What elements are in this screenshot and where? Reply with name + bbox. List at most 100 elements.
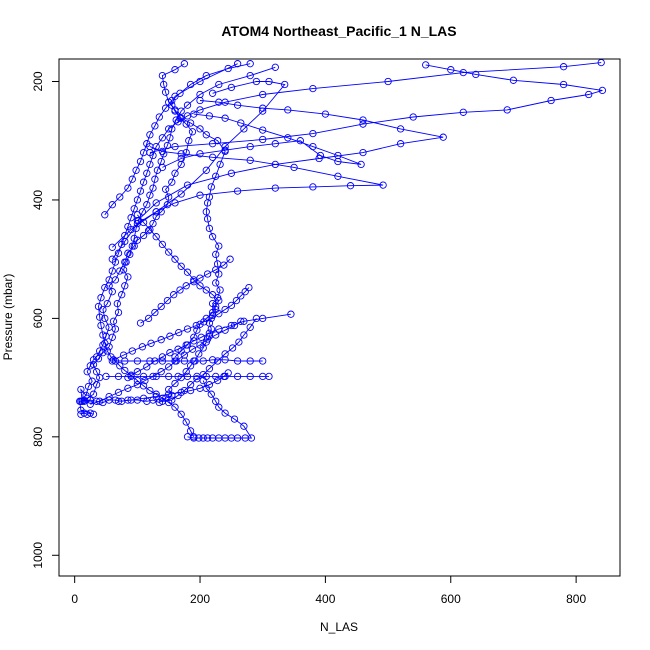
data-point <box>207 314 215 323</box>
data-point <box>99 349 107 357</box>
data-point <box>105 392 113 401</box>
data-point <box>212 250 220 259</box>
x-tick-label: 400 <box>315 592 335 606</box>
data-point <box>447 66 455 74</box>
data-point <box>186 427 195 435</box>
data-point <box>171 142 179 151</box>
data-point <box>547 96 555 105</box>
data-point <box>183 325 192 333</box>
series-line <box>113 287 250 361</box>
data-point <box>296 137 304 145</box>
data-point <box>240 422 248 430</box>
data-point <box>124 384 132 392</box>
data-point <box>233 434 242 442</box>
data-point <box>559 63 568 71</box>
data-point <box>212 266 220 274</box>
data-point <box>77 397 85 405</box>
data-point <box>165 390 173 398</box>
data-point <box>185 137 193 145</box>
data-point <box>199 434 207 442</box>
data-point <box>190 433 198 441</box>
data-point <box>226 255 234 263</box>
data-point <box>152 233 160 241</box>
data-point <box>136 187 145 195</box>
data-point <box>216 286 224 294</box>
data-point <box>133 196 142 204</box>
data-point <box>359 120 367 128</box>
data-point <box>186 386 195 395</box>
data-point <box>133 368 142 376</box>
data-point <box>220 261 228 269</box>
data-point <box>259 90 267 99</box>
series-line <box>149 64 603 154</box>
data-point <box>203 270 212 278</box>
data-point <box>290 163 298 172</box>
data-point <box>165 193 173 201</box>
series-line <box>118 372 229 402</box>
data-point <box>168 96 176 105</box>
data-point <box>121 237 129 246</box>
y-tick-label: 1000 <box>31 542 45 569</box>
y-tick-label: 200 <box>31 71 45 91</box>
data-point <box>149 219 157 228</box>
data-point <box>94 355 103 363</box>
data-point <box>165 248 173 256</box>
data-point <box>168 396 176 404</box>
data-point <box>216 160 224 169</box>
data-point <box>212 372 220 381</box>
data-point <box>152 390 160 398</box>
data-point <box>163 296 172 305</box>
data-point <box>180 357 189 365</box>
data-point <box>271 140 279 148</box>
data-point <box>227 169 236 177</box>
data-point <box>215 242 223 250</box>
data-point <box>192 321 200 330</box>
data-point <box>503 106 511 114</box>
data-point <box>138 343 147 351</box>
data-point <box>237 317 245 325</box>
data-point <box>196 150 204 158</box>
data-point <box>220 372 228 381</box>
data-point <box>246 323 254 331</box>
data-point <box>186 80 195 89</box>
data-point <box>240 125 248 133</box>
data-point <box>121 366 129 375</box>
data-point <box>83 394 91 402</box>
data-point <box>108 201 116 209</box>
y-axis-label: Pressure (mbar) <box>1 274 15 361</box>
data-point <box>130 242 138 250</box>
data-point <box>109 356 118 364</box>
data-point <box>208 356 217 364</box>
series-line <box>137 100 444 222</box>
data-point <box>177 262 185 270</box>
data-point <box>89 410 98 418</box>
x-tick-label: 800 <box>566 592 586 606</box>
data-point <box>139 148 148 157</box>
data-point <box>102 372 110 381</box>
data-point <box>246 372 254 381</box>
data-point <box>127 396 135 404</box>
data-point <box>188 128 197 136</box>
data-point <box>227 83 236 92</box>
data-point <box>108 267 116 275</box>
data-point <box>177 347 185 355</box>
data-point <box>133 211 142 219</box>
data-point <box>193 375 201 383</box>
data-point <box>196 96 204 105</box>
data-point <box>202 208 210 216</box>
data-point <box>114 308 123 317</box>
data-point <box>108 288 116 296</box>
data-point <box>221 114 229 122</box>
data-point <box>559 80 568 89</box>
data-point <box>357 160 365 169</box>
data-point <box>124 273 132 281</box>
data-point <box>111 325 120 333</box>
data-point <box>77 385 85 394</box>
y-tick-label: 600 <box>31 308 45 328</box>
data-point <box>174 372 182 381</box>
data-point <box>175 328 183 337</box>
data-point <box>143 169 151 177</box>
data-point <box>246 60 254 68</box>
data-point <box>176 286 184 294</box>
data-point <box>158 240 167 249</box>
